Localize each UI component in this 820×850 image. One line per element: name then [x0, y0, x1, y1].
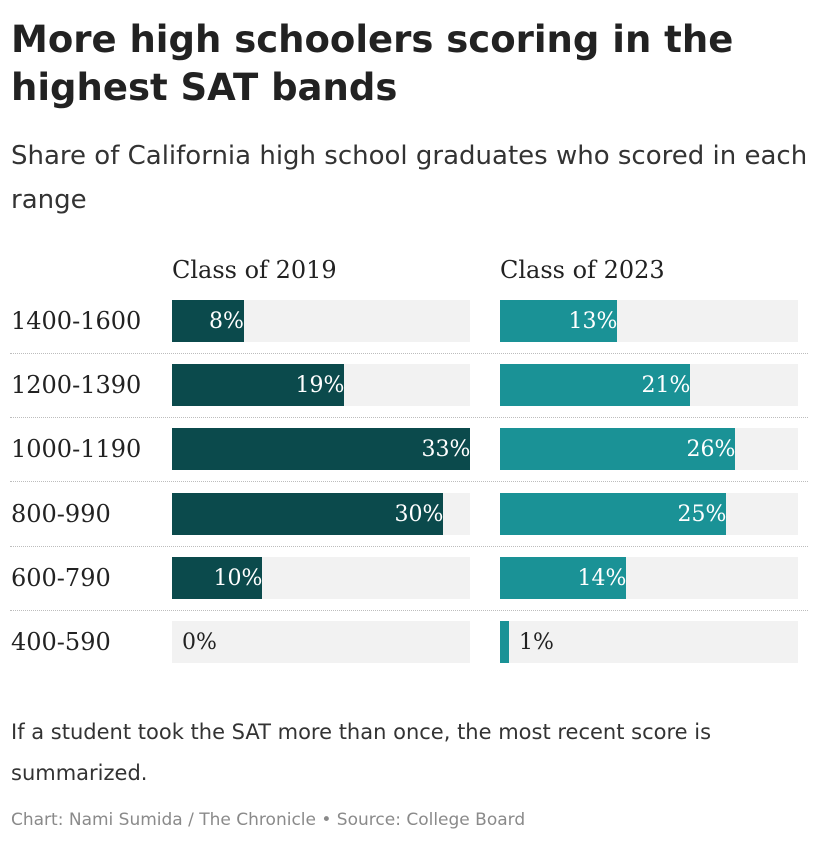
data-label: 33%: [421, 437, 471, 462]
data-label: 25%: [677, 502, 727, 527]
row-divider: [10, 610, 808, 611]
bar-track: 21%: [500, 364, 798, 406]
data-label: 26%: [686, 437, 736, 462]
series-header-0: Class of 2019: [172, 256, 337, 284]
data-label: 21%: [641, 373, 691, 398]
series-header-1: Class of 2023: [500, 256, 665, 284]
data-label: 13%: [568, 309, 618, 334]
data-label: 10%: [213, 566, 263, 591]
bar-track: 8%: [172, 300, 470, 342]
bar: [172, 364, 344, 406]
row-divider: [10, 353, 808, 354]
data-label: 30%: [394, 502, 444, 527]
data-label: 19%: [295, 373, 345, 398]
data-label: 0%: [182, 630, 217, 655]
chart-subtitle: Share of California high school graduate…: [11, 141, 808, 215]
bar: [500, 557, 626, 599]
chart-note: If a student took the SAT more than once…: [11, 720, 712, 785]
bar-track: 30%: [172, 493, 470, 535]
row-divider: [10, 481, 808, 482]
chart-title: More high schoolers scoring in the highe…: [11, 18, 734, 109]
category-label: 400-590: [11, 628, 111, 656]
bar: [500, 493, 726, 535]
bar-track: 19%: [172, 364, 470, 406]
bar-track: 1%: [500, 621, 798, 663]
category-label: 1400-1600: [11, 307, 142, 335]
data-label: 1%: [519, 630, 554, 655]
bar: [172, 428, 470, 470]
category-label: 600-790: [11, 564, 111, 592]
bar-track: 13%: [500, 300, 798, 342]
bar: [500, 621, 509, 663]
bar-track: 10%: [172, 557, 470, 599]
category-label: 800-990: [11, 500, 111, 528]
chart-credit: Chart: Nami Sumida / The Chronicle • Sou…: [11, 810, 526, 830]
bar: [500, 300, 617, 342]
bar-track: 0%: [172, 621, 470, 663]
bar-track: 14%: [500, 557, 798, 599]
data-label: 14%: [577, 566, 627, 591]
category-label: 1000-1190: [11, 435, 142, 463]
bar-track: 25%: [500, 493, 798, 535]
bar-track: 26%: [500, 428, 798, 470]
bar: [500, 364, 690, 406]
bar: [172, 300, 244, 342]
bar: [172, 557, 262, 599]
row-divider: [10, 417, 808, 418]
bar: [172, 493, 443, 535]
bar-track: 33%: [172, 428, 470, 470]
data-label: 8%: [209, 309, 244, 334]
bar: [500, 428, 735, 470]
category-label: 1200-1390: [11, 371, 142, 399]
row-divider: [10, 546, 808, 547]
